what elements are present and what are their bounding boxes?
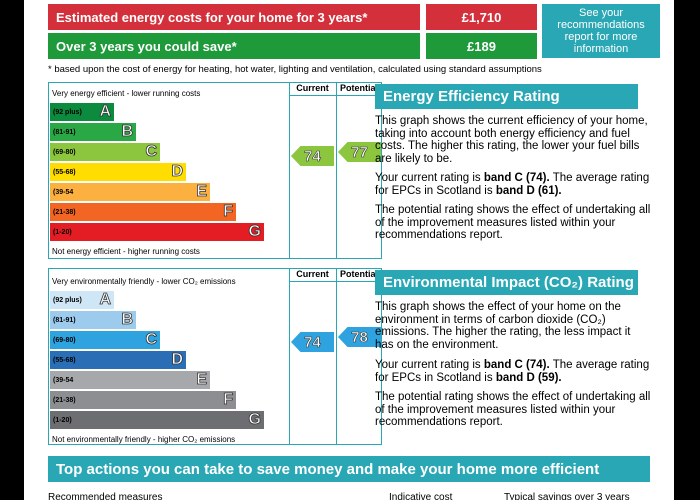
environmental-paragraph-1: This graph shows the effect of your home…: [375, 301, 631, 351]
band-f: (21-38) F: [50, 391, 236, 409]
band-letter: F: [223, 203, 234, 221]
potential-column-header: Potential: [336, 83, 382, 96]
band-letter: F: [223, 391, 234, 409]
band-range: (81-91): [53, 316, 76, 324]
energy-paragraph-2: Your current rating is band C (74). The …: [375, 172, 650, 197]
potential-rating-arrow: 77: [338, 142, 381, 162]
band-range: (39-54: [53, 188, 74, 196]
band-letter: C: [145, 331, 157, 349]
band-range: (69-80): [53, 148, 76, 156]
band-d: (55-68) D: [50, 163, 186, 181]
chart-top-label: Very energy efficient - lower running co…: [52, 89, 201, 98]
band-letter: G: [248, 411, 261, 429]
band-letter: C: [145, 143, 157, 161]
band-letter: D: [171, 163, 183, 181]
band-letter: E: [196, 183, 207, 201]
band-e: (39-54 E: [50, 183, 210, 201]
current-rating-arrow: 74: [291, 146, 334, 166]
chart-top-label: Very environmentally friendly - lower CO…: [52, 277, 236, 286]
environmental-impact-chart: Current Potential Very environmentally f…: [48, 268, 382, 445]
band-letter: A: [99, 291, 111, 309]
band-letter: D: [171, 351, 183, 369]
band-a: (92 plus) A: [50, 103, 114, 121]
band-a: (92 plus) A: [50, 291, 114, 309]
band-e: (39-54 E: [50, 371, 210, 389]
current-column-header: Current: [289, 269, 336, 282]
band-letter: G: [248, 223, 261, 241]
band-b: (81-91) B: [50, 123, 136, 141]
cost-footnote: * based upon the cost of energy for heat…: [48, 64, 542, 75]
estimated-cost-value: £1,710: [426, 4, 537, 30]
current-column-header: Current: [289, 83, 336, 96]
environmental-paragraph-2: Your current rating is band C (74). The …: [375, 359, 650, 384]
environmental-rating-heading: Environmental Impact (CO₂) Rating: [375, 270, 638, 295]
band-range: (21-38): [53, 396, 76, 404]
environmental-paragraph-3: The potential rating shows the effect of…: [375, 391, 651, 428]
epc-document: Estimated energy costs for your home for…: [24, 0, 674, 500]
band-c: (69-80) C: [50, 331, 160, 349]
see-recommendations-box: See your recommendations report for more…: [542, 4, 660, 58]
current-rating-arrow: 74: [291, 332, 334, 352]
band-range: (39-54: [53, 376, 74, 384]
band-g: (1-20) G: [50, 223, 264, 241]
chart-bottom-label: Not energy efficient - higher running co…: [52, 247, 200, 256]
energy-efficiency-chart: Current Potential Very energy efficient …: [48, 82, 382, 259]
band-letter: B: [121, 123, 133, 141]
band-b: (81-91) B: [50, 311, 136, 329]
band-c: (69-80) C: [50, 143, 160, 161]
band-range: (92 plus): [53, 296, 82, 304]
band-letter: B: [121, 311, 133, 329]
band-range: (69-80): [53, 336, 76, 344]
potential-column-header: Potential: [336, 269, 382, 282]
top-actions-heading: Top actions you can take to save money a…: [48, 456, 650, 482]
chart-bottom-label: Not environmentally friendly - higher CO…: [52, 435, 236, 444]
typical-savings-header: Typical savings over 3 years: [504, 492, 630, 500]
estimated-cost-label: Estimated energy costs for your home for…: [48, 4, 420, 30]
energy-rating-heading: Energy Efficiency Rating: [375, 84, 638, 109]
band-range: (55-68): [53, 356, 76, 364]
band-letter: A: [99, 103, 111, 121]
band-range: (92 plus): [53, 108, 82, 116]
energy-paragraph-3: The potential rating shows the effect of…: [375, 204, 651, 241]
potential-rating-arrow: 78: [338, 327, 381, 347]
energy-paragraph-1: This graph shows the current efficiency …: [375, 115, 648, 165]
indicative-cost-header: Indicative cost: [389, 492, 453, 500]
band-range: (1-20): [53, 228, 72, 236]
savings-label: Over 3 years you could save*: [48, 33, 420, 59]
recommended-measures-header: Recommended measures: [48, 492, 163, 500]
band-range: (55-68): [53, 168, 76, 176]
savings-value: £189: [426, 33, 537, 59]
band-range: (1-20): [53, 416, 72, 424]
band-range: (81-91): [53, 128, 76, 136]
band-letter: E: [196, 371, 207, 389]
band-g: (1-20) G: [50, 411, 264, 429]
band-f: (21-38) F: [50, 203, 236, 221]
band-d: (55-68) D: [50, 351, 186, 369]
band-range: (21-38): [53, 208, 76, 216]
